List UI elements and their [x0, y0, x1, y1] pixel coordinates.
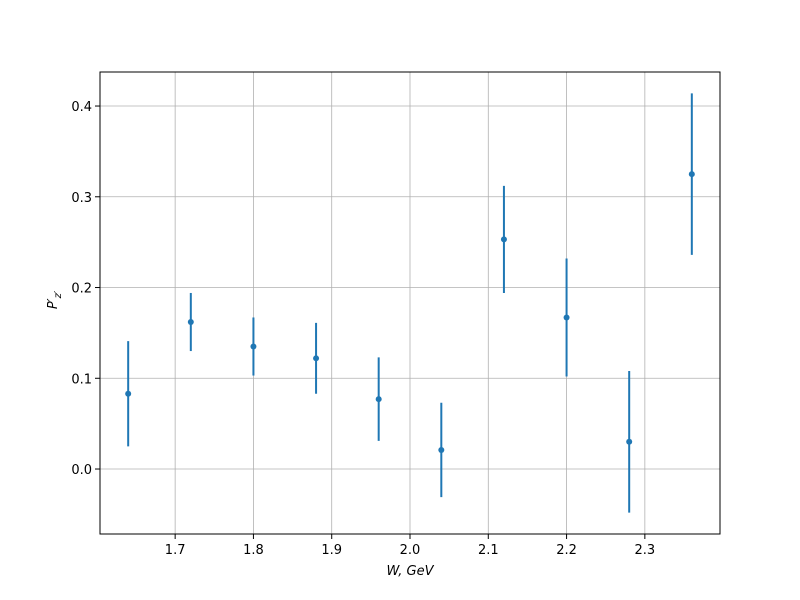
y-tick-label: 0.2 [71, 282, 92, 297]
data-point [187, 319, 194, 326]
data-point [250, 343, 257, 350]
y-axis-label-base: P′ [46, 298, 61, 309]
data-point [626, 438, 633, 445]
data-point [563, 314, 570, 321]
x-axis-label: W, GeV [386, 564, 434, 579]
x-tick-label: 2.3 [635, 543, 656, 558]
data-point [500, 236, 507, 243]
y-tick-label: 0.1 [71, 372, 92, 387]
y-tick-label: 0.3 [71, 191, 92, 206]
y-tick-label: 0.0 [71, 463, 92, 478]
x-tick-label: 2.0 [400, 543, 421, 558]
data-point [313, 355, 320, 362]
y-axis-label-sub: z′ [53, 290, 64, 299]
x-tick-label: 2.2 [556, 543, 577, 558]
y-axis-label: P′z′ [46, 290, 64, 309]
x-tick-label: 1.7 [165, 543, 186, 558]
x-tick-label: 2.1 [478, 543, 499, 558]
plot-frame [99, 71, 721, 535]
x-tick-label: 1.8 [243, 543, 264, 558]
data-point [125, 390, 132, 397]
y-tick-label: 0.4 [71, 100, 92, 115]
data-point [688, 171, 695, 178]
data-point [375, 396, 382, 403]
x-tick-label: 1.9 [321, 543, 342, 558]
data-point [438, 446, 445, 453]
